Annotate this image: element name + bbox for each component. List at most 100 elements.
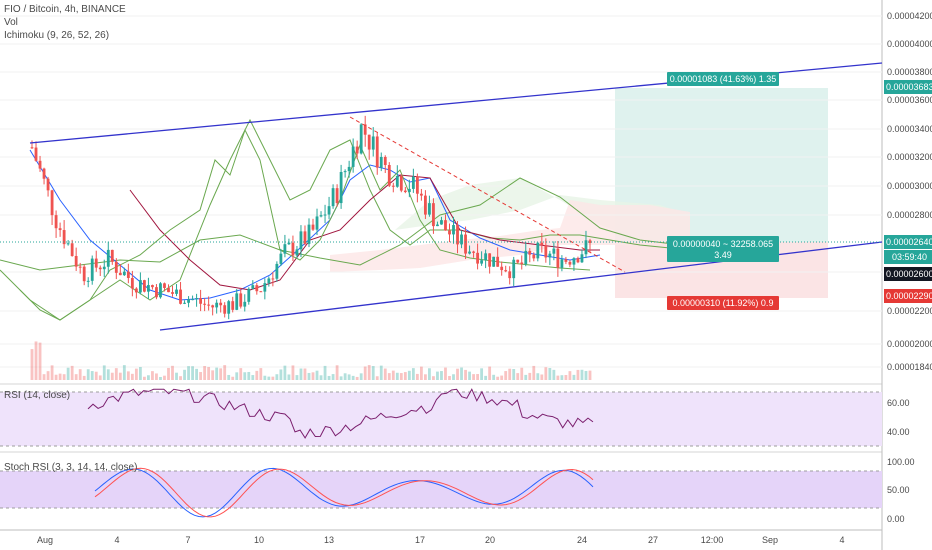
- candle-body: [528, 250, 532, 255]
- volume-bars: [30, 341, 592, 380]
- volume-bar: [508, 368, 512, 380]
- candle-body: [323, 214, 327, 216]
- volume-bar: [259, 368, 263, 380]
- candle-body: [460, 234, 463, 245]
- volume-bar: [130, 373, 134, 380]
- candle-body: [580, 254, 584, 263]
- candle-body: [552, 248, 556, 254]
- candle-body: [311, 224, 315, 230]
- time-tick: 12:00: [701, 535, 724, 545]
- volume-bar: [472, 374, 475, 380]
- position-info-line2: 3.49: [714, 250, 732, 260]
- volume-bar: [219, 368, 223, 380]
- candle-body: [171, 292, 174, 294]
- symbol-title: FIO / Bitcoin, 4h, BINANCE: [4, 4, 126, 15]
- downtrend-dashed-line: [349, 116, 626, 273]
- candle-body: [520, 262, 524, 265]
- candle-body: [492, 256, 496, 267]
- candle-body: [508, 271, 512, 279]
- volume-bar: [480, 368, 484, 380]
- time-tick: 7: [185, 535, 190, 545]
- candle-body: [82, 266, 86, 282]
- volume-bar: [70, 365, 74, 380]
- countdown-text: 03:59:40: [892, 252, 927, 262]
- stoch-band: [0, 471, 882, 508]
- volume-bar: [291, 365, 295, 380]
- candle-body: [295, 249, 299, 256]
- candle-body: [359, 124, 363, 154]
- candle-body: [512, 259, 516, 279]
- candlestick-series: [30, 115, 592, 320]
- price-tick: 0.00003600: [887, 95, 932, 105]
- stop-price-text: 0.00002290: [886, 291, 932, 301]
- candle-body: [66, 243, 70, 245]
- candle-body: [448, 230, 451, 235]
- volume-bar: [395, 372, 399, 380]
- volume-bar: [452, 374, 455, 380]
- volume-bar: [98, 375, 102, 380]
- volume-bar: [484, 375, 488, 380]
- candle-body: [303, 231, 307, 244]
- candle-body: [223, 305, 227, 314]
- stoch-legend: Stoch RSI (3, 3, 14, 14, close): [4, 461, 137, 474]
- candle-body: [122, 271, 126, 276]
- candle-body: [363, 124, 367, 135]
- volume-bar: [492, 374, 496, 380]
- candle-body: [584, 240, 588, 255]
- candle-body: [572, 258, 576, 265]
- candle-body: [191, 299, 194, 301]
- candle-body: [415, 176, 419, 194]
- time-tick: 24: [577, 535, 587, 545]
- candle-body: [339, 172, 343, 204]
- time-tick: 4: [839, 535, 844, 545]
- volume-bar: [327, 375, 331, 380]
- volume-bar: [50, 365, 54, 380]
- candle-body: [179, 289, 182, 304]
- candle-body: [476, 252, 479, 264]
- volume-bar: [143, 376, 146, 380]
- volume-bar: [343, 373, 347, 380]
- volume-bar: [355, 376, 359, 380]
- candle-body: [399, 176, 403, 191]
- volume-bar: [359, 373, 363, 380]
- volume-bar: [371, 366, 375, 380]
- volume-bar: [516, 373, 520, 380]
- volume-bar: [203, 366, 207, 380]
- volume-bar: [46, 371, 50, 380]
- volume-bar: [38, 342, 42, 380]
- candle-body: [227, 301, 231, 314]
- candle-body: [419, 193, 423, 196]
- volume-bar: [440, 371, 443, 380]
- target-price-text: 0.00003683: [886, 82, 932, 92]
- candle-body: [54, 215, 58, 229]
- volume-bar: [183, 369, 186, 380]
- volume-bar: [94, 371, 98, 380]
- volume-bar: [151, 371, 154, 380]
- volume-bar: [263, 375, 267, 380]
- candle-body: [407, 188, 411, 193]
- candle-body: [183, 302, 186, 304]
- candle-body: [532, 254, 536, 259]
- volume-bar: [243, 372, 247, 380]
- volume-bar: [106, 369, 110, 380]
- volume-bar: [295, 375, 299, 380]
- candle-body: [299, 231, 303, 250]
- rsi-legend-text: RSI (14, close): [4, 390, 71, 401]
- volume-bar: [82, 375, 86, 380]
- candle-body: [456, 225, 459, 245]
- candle-body: [219, 302, 223, 306]
- time-tick: 13: [324, 535, 334, 545]
- candle-body: [375, 136, 379, 168]
- candle-body: [267, 278, 271, 284]
- stop-info-text: 0.00000310 (11.92%) 0.9: [673, 298, 774, 308]
- candle-body: [106, 249, 110, 267]
- volume-bar: [548, 367, 552, 380]
- candle-body: [432, 203, 435, 227]
- volume-bar: [267, 376, 271, 380]
- volume-bar: [307, 372, 311, 380]
- volume-bar: [303, 368, 307, 380]
- candle-body: [367, 134, 371, 150]
- volume-bar: [576, 369, 580, 380]
- rsi-band: [0, 392, 882, 446]
- volume-bar: [315, 370, 319, 380]
